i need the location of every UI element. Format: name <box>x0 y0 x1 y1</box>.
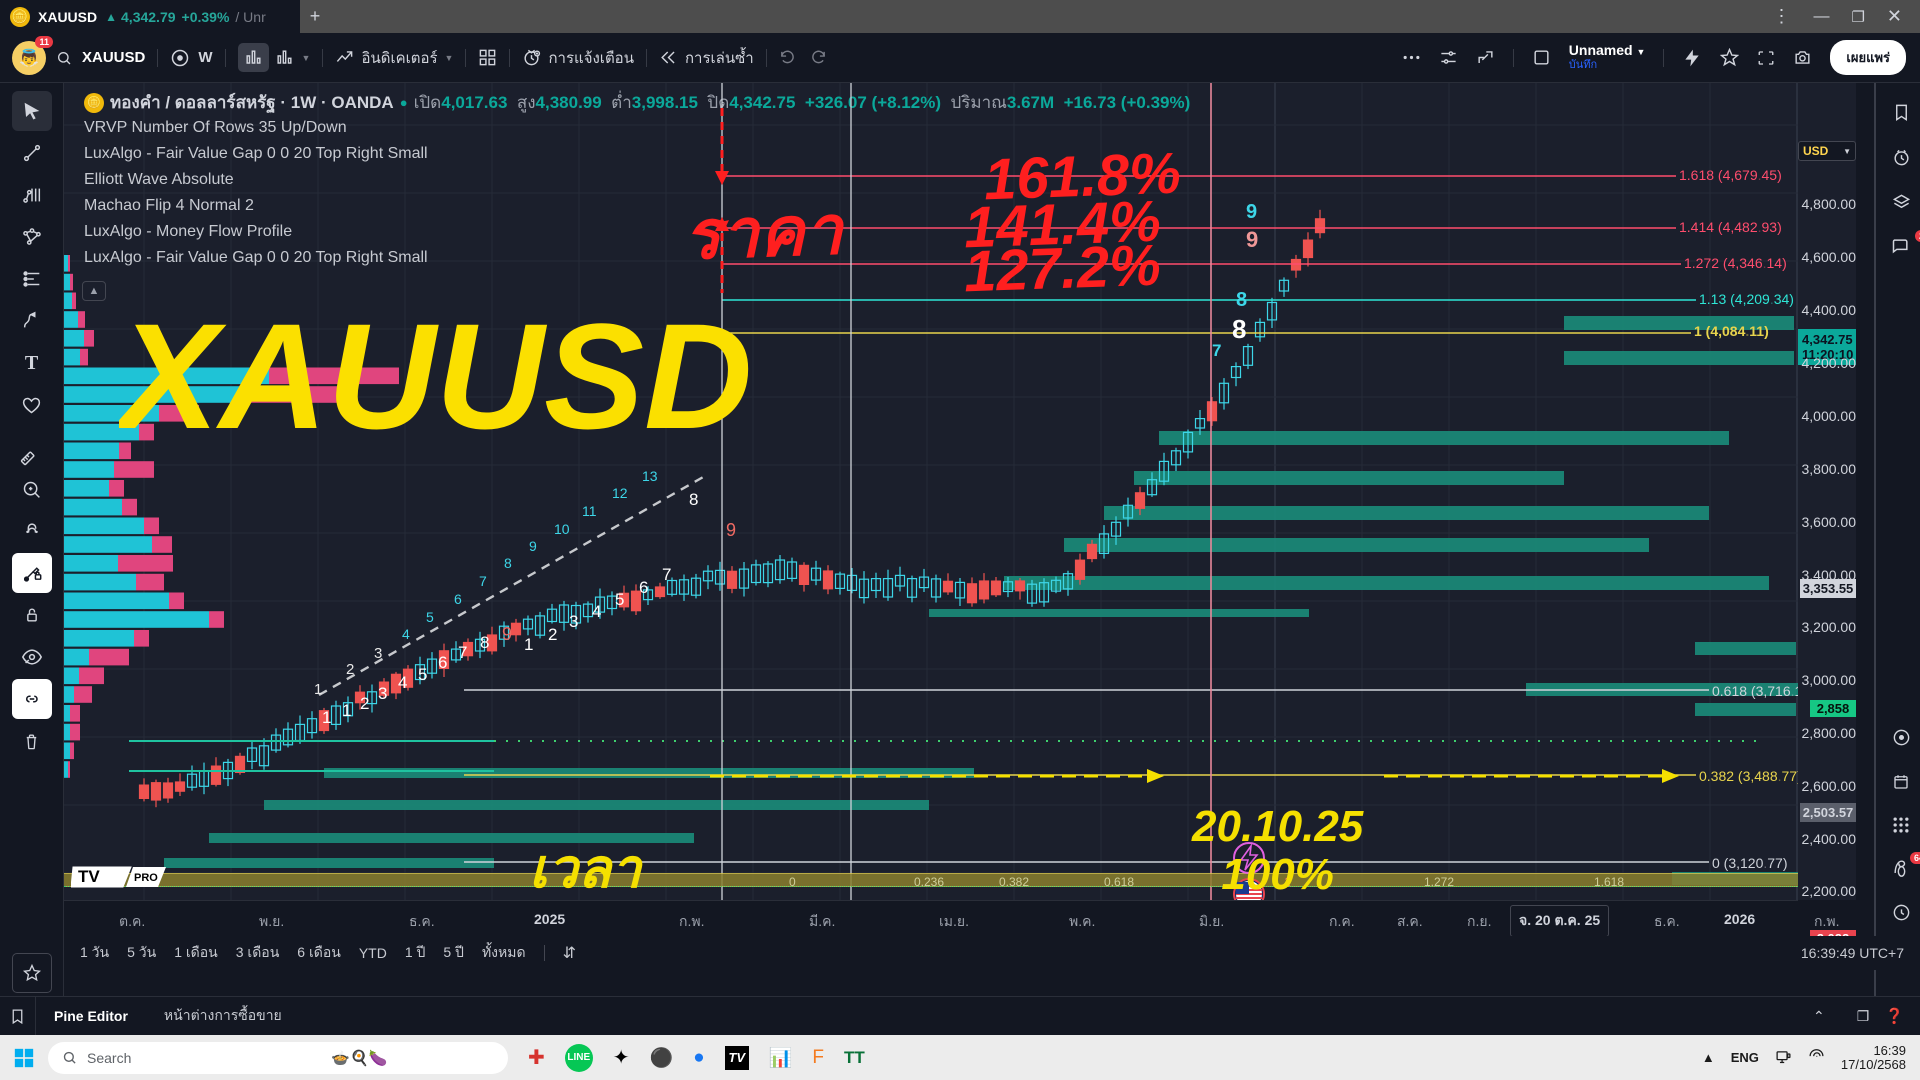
svg-text:XAUUSD: XAUUSD <box>119 292 752 460</box>
